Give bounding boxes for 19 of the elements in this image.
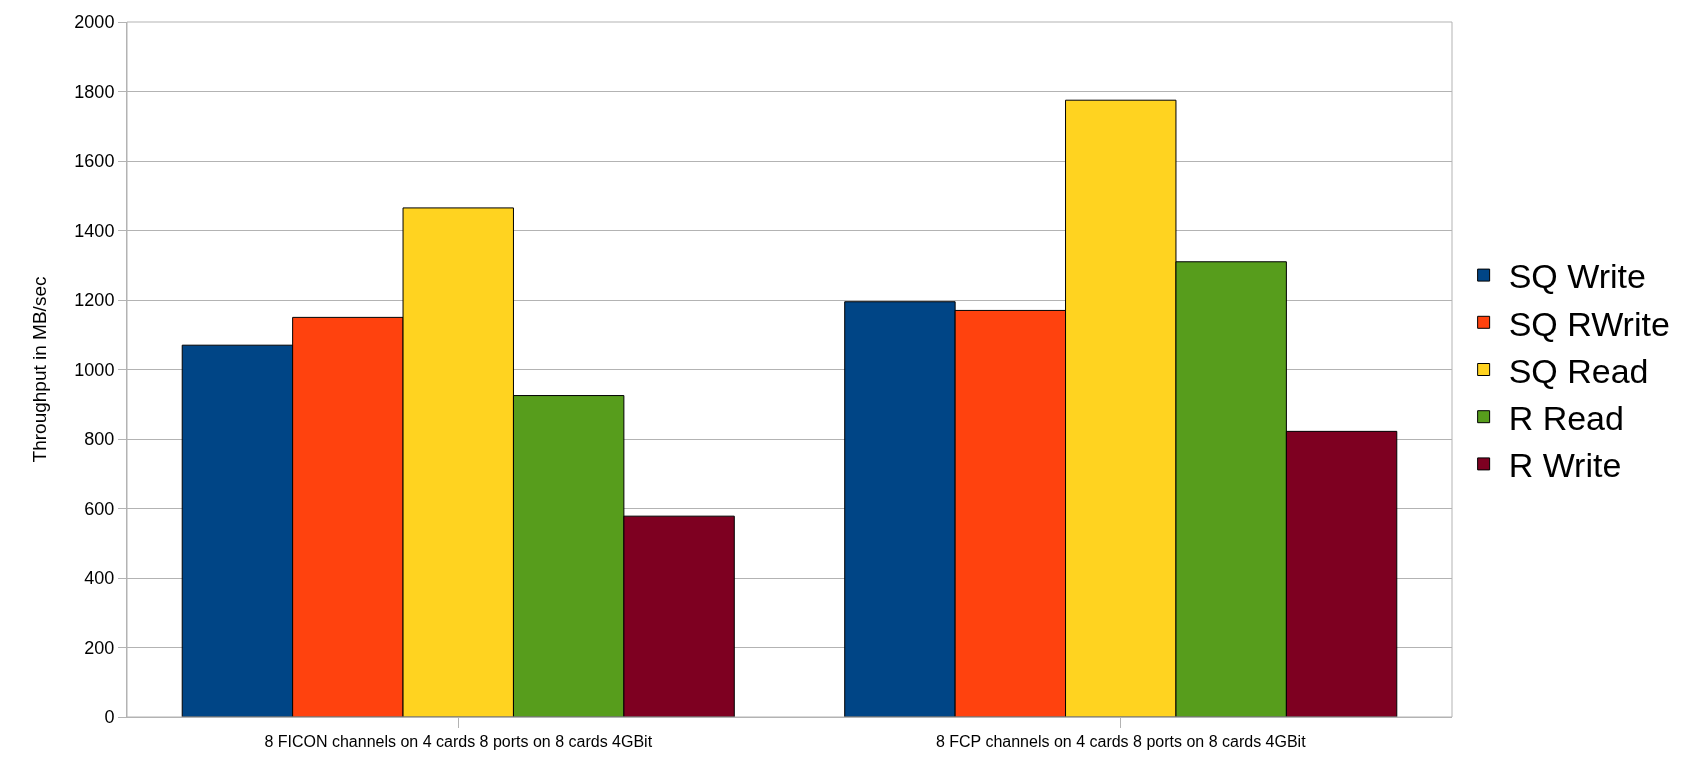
y-tick-label: 400 bbox=[84, 568, 115, 589]
legend-label: SQ RWrite bbox=[1508, 304, 1670, 343]
legend-label: R Read bbox=[1508, 398, 1624, 437]
y-tick-label: 1800 bbox=[74, 81, 115, 102]
y-tick-label: 200 bbox=[84, 637, 115, 658]
y-tick-label: 600 bbox=[84, 498, 115, 519]
x-tick-label: 8 FICON channels on 4 cards 8 ports on 8 cards 4GBit bbox=[264, 733, 653, 751]
y-tick-label: 1200 bbox=[74, 290, 115, 311]
y-tick-label: 1000 bbox=[74, 359, 115, 380]
y-tick-label: 2000 bbox=[74, 12, 115, 33]
y-tick-label: 0 bbox=[104, 707, 115, 728]
legend-label: SQ Write bbox=[1508, 257, 1646, 296]
y-tick-label: 800 bbox=[84, 429, 115, 450]
legend-label: R Write bbox=[1508, 446, 1622, 485]
y-tick-label: 1400 bbox=[74, 220, 115, 241]
y-axis-title: Throughput in MB/sec bbox=[29, 276, 51, 463]
y-tick-label: 1600 bbox=[74, 151, 115, 172]
x-tick-label: 8 FCP channels on 4 cards 8 ports on 8 cards 4GBit bbox=[935, 733, 1307, 751]
legend-label: SQ Read bbox=[1508, 351, 1649, 390]
